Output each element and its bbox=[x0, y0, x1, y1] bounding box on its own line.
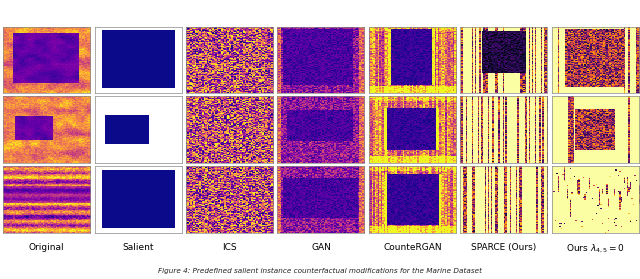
Bar bbox=[105, 115, 148, 145]
Text: Original: Original bbox=[29, 243, 65, 252]
Text: GAN: GAN bbox=[311, 243, 331, 252]
Text: ICS: ICS bbox=[222, 243, 237, 252]
Text: Salient: Salient bbox=[122, 243, 154, 252]
Text: Figure 4: Predefined salient instance counterfactual modifications for the Marin: Figure 4: Predefined salient instance co… bbox=[158, 268, 482, 274]
Bar bbox=[102, 170, 175, 228]
Text: CounteRGAN: CounteRGAN bbox=[383, 243, 442, 252]
Text: Ours $\lambda_{4,5}=0$: Ours $\lambda_{4,5}=0$ bbox=[566, 243, 625, 255]
Text: SPARCE (Ours): SPARCE (Ours) bbox=[471, 243, 536, 252]
Bar bbox=[102, 30, 175, 88]
